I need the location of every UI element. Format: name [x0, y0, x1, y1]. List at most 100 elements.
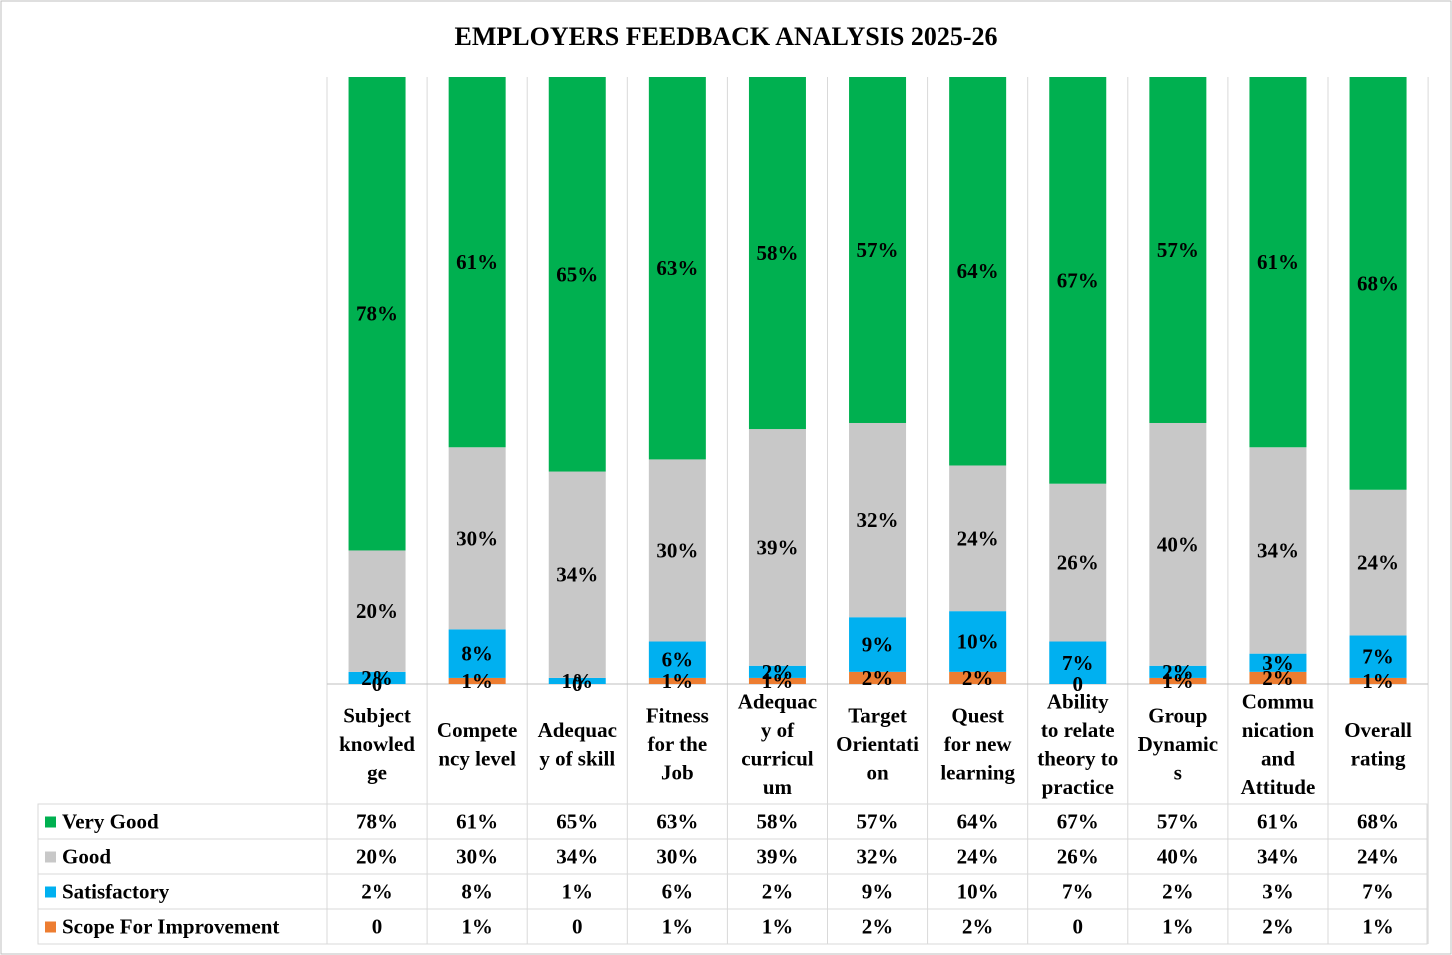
category-label-line: Orientati [836, 732, 919, 756]
category-label: Quest for new learning [940, 704, 1015, 785]
category-label-line: Job [661, 761, 694, 785]
bar-good [648, 459, 706, 642]
category-label: Fitness for the Job [646, 704, 709, 785]
category-label-line: Target [848, 704, 907, 728]
category-label-line: knowled [339, 732, 415, 756]
table-cell: 0 [372, 915, 383, 939]
category-label-line: to relate [1041, 718, 1115, 742]
data-label-satisfactory: 1% [562, 669, 594, 693]
bar-very-good [648, 77, 706, 460]
category-label-line: Adequac [538, 718, 617, 742]
table-cell: 2% [361, 880, 393, 904]
category-label-line: for the [648, 732, 708, 756]
bar-good [849, 422, 907, 618]
bar-good [748, 429, 806, 666]
bar-very-good [448, 77, 506, 448]
table-cell: 57% [857, 810, 899, 834]
table-cell: 2% [962, 915, 994, 939]
data-label-scope-for-improvement: 2% [962, 666, 994, 690]
data-label-satisfactory: 3% [1262, 651, 1294, 675]
table-cell: 61% [456, 810, 498, 834]
data-label-good: 24% [1357, 551, 1399, 575]
category-label-line: Compete [437, 718, 517, 742]
bar-very-good [1349, 77, 1407, 490]
table-cell: 1% [461, 915, 493, 939]
table-cell: 0 [572, 915, 583, 939]
bar-scope-for-improvement [849, 671, 907, 684]
category-label-line: rating [1351, 746, 1406, 770]
table-cell: 34% [1257, 845, 1299, 869]
category-label-line: curricul [741, 746, 813, 770]
table-cell: 6% [662, 880, 694, 904]
table-cell: 1% [762, 915, 794, 939]
data-label-scope-for-improvement: 1% [662, 669, 694, 693]
segment-labels: 78% 61% 65% 63% 58% 57% 64% 67% 57% 61% 68% 20% 30% 3… [356, 238, 1399, 696]
data-label-scope-for-improvement: 1% [1162, 669, 1194, 693]
data-label-very-good: 65% [556, 262, 598, 286]
data-label-satisfactory: 2% [361, 666, 393, 690]
bar-very-good [348, 77, 406, 551]
legend-key-very-good [45, 816, 56, 828]
table-cell: 30% [456, 845, 498, 869]
category-label-line: y of skill [539, 746, 615, 770]
data-label-good: 30% [456, 526, 498, 550]
category-label-line: Adequac [738, 689, 817, 713]
bar-scope-for-improvement [1149, 677, 1207, 684]
bar-very-good [949, 77, 1007, 466]
data-label-satisfactory: 9% [862, 633, 894, 657]
data-label-scope-for-improvement: 1% [461, 669, 493, 693]
category-label-line: Commu [1242, 689, 1315, 713]
table-cell: 61% [1257, 810, 1299, 834]
category-label-line: Group [1148, 704, 1207, 728]
category-label-line: Quest [951, 704, 1004, 728]
data-label-satisfactory: 2% [762, 660, 794, 684]
legend-key-satisfactory [45, 886, 56, 898]
data-label-very-good: 61% [456, 250, 498, 274]
data-label-good: 24% [957, 526, 999, 550]
category-label-line: for new [944, 732, 1013, 756]
data-label-scope-for-improvement: 0 [372, 672, 383, 696]
data-label-very-good: 64% [957, 259, 999, 283]
data-label-good: 32% [857, 508, 899, 532]
category-label-line: practice [1042, 775, 1114, 799]
data-label-very-good: 57% [1157, 238, 1199, 262]
data-label-satisfactory: 8% [461, 642, 493, 666]
data-label-very-good: 67% [1057, 268, 1099, 292]
table-cell: 65% [556, 810, 598, 834]
legend-label-satisfactory: Satisfactory [62, 880, 170, 904]
data-label-satisfactory: 6% [662, 648, 694, 672]
bar-satisfactory [849, 617, 907, 672]
table-cell: 7% [1062, 880, 1094, 904]
bar-satisfactory [648, 641, 706, 678]
table-cell: 2% [1262, 915, 1294, 939]
table-cell: 0 [1073, 915, 1084, 939]
bar-scope-for-improvement [748, 677, 806, 684]
bar-scope-for-improvement [1349, 677, 1407, 684]
legend-label-very-good: Very Good [62, 810, 159, 834]
bar-good [348, 550, 406, 672]
category-label: Overall rating [1344, 718, 1412, 771]
data-label-satisfactory: 7% [1062, 651, 1094, 675]
bar-good [448, 447, 506, 630]
data-label-good: 26% [1057, 551, 1099, 575]
bar-scope-for-improvement [448, 677, 506, 684]
table-cell: 1% [1162, 915, 1194, 939]
table-cell: 3% [1262, 880, 1294, 904]
bar-good [548, 471, 606, 678]
bar-very-good [1149, 77, 1207, 423]
bar-good [1049, 483, 1107, 642]
category-label-line: ge [367, 761, 387, 785]
table-cell: 58% [756, 810, 798, 834]
table-cell: 32% [857, 845, 899, 869]
data-label-good: 39% [756, 535, 798, 559]
bar-scope-for-improvement [648, 677, 706, 684]
data-label-good: 30% [656, 538, 698, 562]
table-cell: 7% [1362, 880, 1394, 904]
table-cell: 8% [461, 880, 493, 904]
table-cell: 40% [1157, 845, 1199, 869]
bar-very-good [1049, 77, 1107, 484]
bar-satisfactory [1149, 665, 1207, 678]
legend-label-good: Good [62, 845, 111, 869]
